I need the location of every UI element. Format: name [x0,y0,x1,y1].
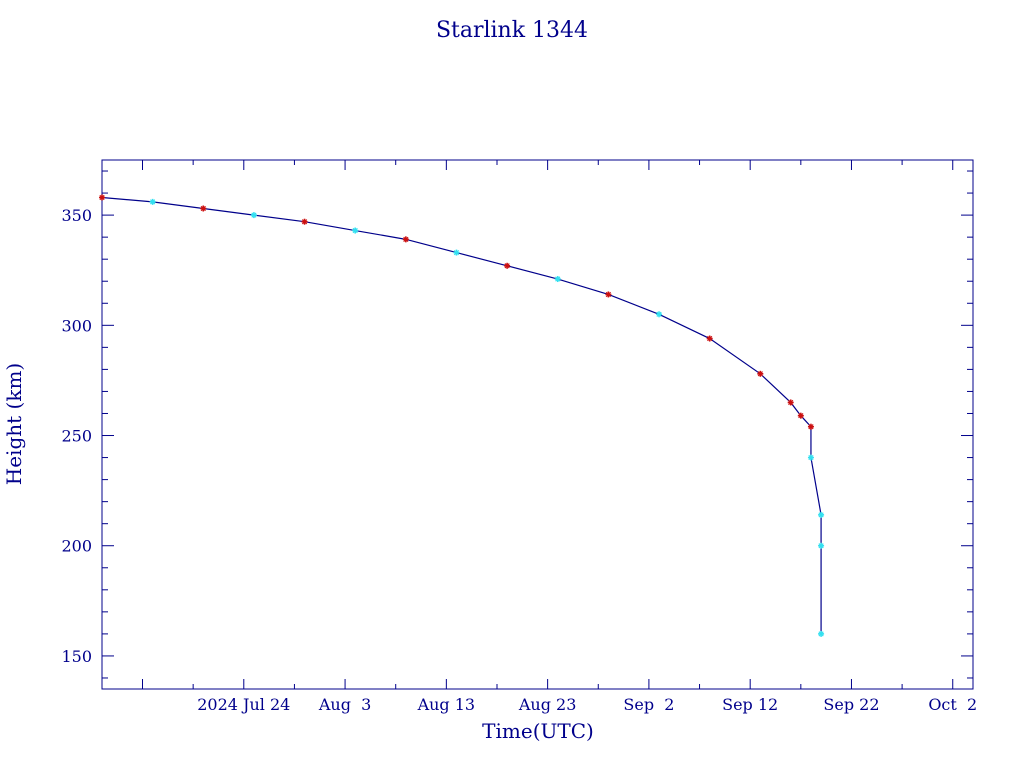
ticks-layer: 2024 Jul 24 Aug 3 Aug 13 Aug 23 Sep 2 Sep 12 S… [61,160,977,714]
y-axis-label: Height (km) [2,363,26,485]
data-point [554,276,561,283]
data-point [797,412,804,419]
plot-frame [101,159,974,690]
data-point [200,205,207,212]
series-line [101,196,822,634]
data-point [818,511,825,518]
chart-title: Starlink 1344 [436,18,588,43]
data-point [301,218,308,225]
x-tick-label: Oct 2 [928,695,977,714]
data-point [250,212,257,219]
data-point [656,311,663,318]
data-point [818,630,825,637]
y-tick-label: 200 [61,537,92,556]
line-layer [101,196,822,634]
data-point [402,236,409,243]
data-point [352,227,359,234]
x-tick-label: Sep 22 [823,695,879,714]
data-point [605,291,612,298]
x-tick-label: Aug 23 [518,695,577,714]
x-tick-label: Aug 13 [417,695,476,714]
data-point [787,399,794,406]
data-point [706,335,713,342]
y-tick-label: 250 [61,427,92,446]
data-point [149,198,156,205]
data-point [504,262,511,269]
x-tick-label: Sep 12 [722,695,778,714]
x-tick-label: 2024 Jul 24 [197,695,290,714]
y-tick-label: 350 [61,206,92,225]
x-tick-label: Sep 2 [623,695,674,714]
data-point [818,542,825,549]
data-point [453,249,460,256]
x-tick-label: Aug 3 [318,695,371,714]
data-point [807,454,814,461]
marker-layer [99,194,825,637]
data-point [757,370,764,377]
x-axis-label: Time(UTC) [482,719,594,743]
y-tick-label: 300 [61,316,92,335]
data-point [807,423,814,430]
data-point [99,194,105,201]
y-tick-label: 150 [61,647,92,666]
